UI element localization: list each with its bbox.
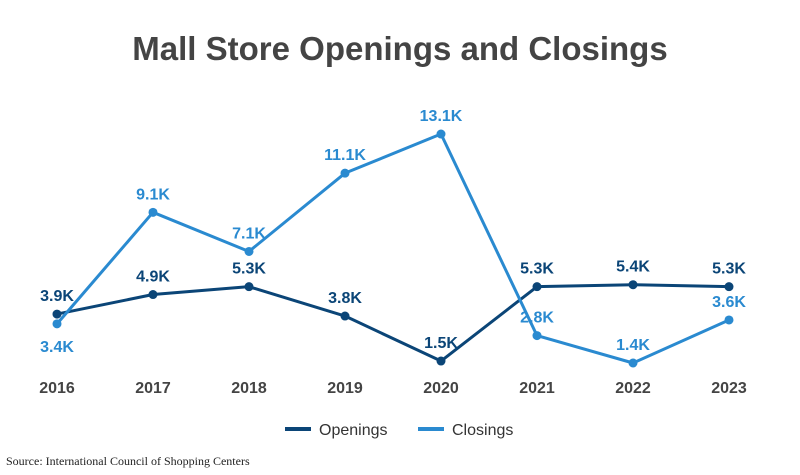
data-point (436, 129, 446, 139)
data-label: 5.3K (712, 261, 746, 278)
legend-label: Closings (452, 422, 513, 439)
series-line-openings (56, 283, 730, 363)
chart-title: Mall Store Openings and Closings (132, 30, 668, 67)
data-label: 5.3K (520, 261, 554, 278)
x-tick-label: 2021 (519, 380, 555, 397)
x-tick-label: 2022 (615, 380, 651, 397)
data-point (52, 309, 62, 319)
data-point (244, 246, 254, 256)
data-label: 3.9K (40, 288, 74, 305)
data-label: 3.6K (712, 294, 746, 311)
data-point (628, 280, 638, 290)
x-tick-label: 2023 (711, 380, 747, 397)
data-point (244, 282, 254, 292)
data-label: 13.1K (420, 108, 463, 125)
x-tick-label: 2019 (327, 380, 363, 397)
data-point (436, 356, 446, 366)
data-label: 5.4K (616, 259, 650, 276)
data-point (340, 311, 350, 321)
source-note: Source: International Council of Shoppin… (6, 454, 250, 468)
data-point (148, 207, 158, 217)
data-point (532, 331, 542, 341)
data-label: 2.8K (520, 310, 554, 327)
data-point (724, 282, 734, 292)
data-point (148, 290, 158, 300)
data-point (52, 319, 62, 329)
data-label: 1.5K (424, 335, 458, 352)
data-label: 5.3K (232, 261, 266, 278)
data-label: 11.1K (324, 147, 366, 164)
x-tick-label: 2016 (39, 380, 75, 397)
data-label: 1.4K (616, 337, 650, 354)
series-line-closings (55, 132, 730, 365)
data-point (532, 282, 542, 292)
data-label: 3.8K (328, 290, 362, 307)
data-label: 7.1K (232, 225, 266, 242)
data-point (340, 168, 350, 178)
data-point (628, 358, 638, 368)
data-label: 9.1K (136, 186, 170, 203)
data-label: 3.4K (40, 339, 74, 356)
x-tick-label: 2017 (135, 380, 171, 397)
legend-label: Openings (319, 422, 388, 439)
x-tick-label: 2018 (231, 380, 267, 397)
data-label: 4.9K (136, 269, 170, 286)
x-tick-label: 2020 (423, 380, 459, 397)
data-point (724, 315, 734, 325)
